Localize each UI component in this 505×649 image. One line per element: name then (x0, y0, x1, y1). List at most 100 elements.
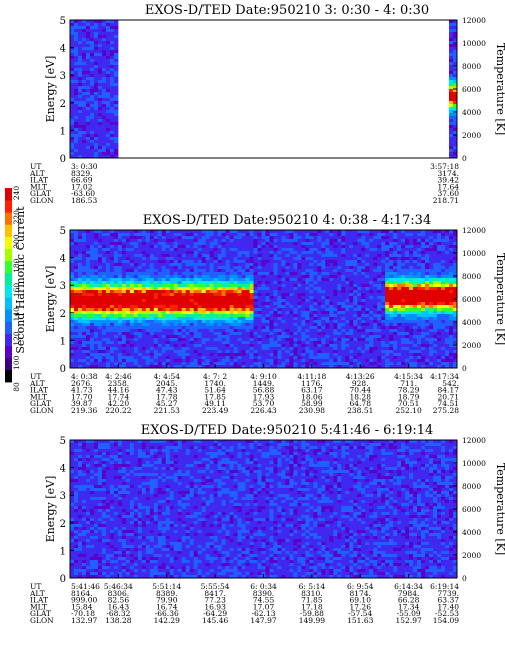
heatmap-cell (189, 302, 195, 306)
heatmap-cell (205, 329, 211, 333)
heatmap-cell (145, 275, 151, 279)
heatmap-cell (373, 359, 378, 363)
heatmap-cell (221, 296, 227, 300)
heatmap-cell (101, 359, 107, 363)
heatmap-cell (337, 323, 342, 327)
heatmap-cell (373, 338, 378, 342)
heatmap-cell (73, 260, 79, 264)
heatmap-cell (217, 287, 223, 291)
heatmap-cell (369, 254, 374, 258)
heatmap-cell (197, 266, 203, 270)
heatmap-cell (70, 365, 75, 369)
heatmap-cell (281, 347, 286, 351)
heatmap-cell (305, 293, 310, 297)
heatmap-cell (133, 269, 139, 273)
heatmap-cell (229, 302, 235, 306)
heatmap-cell (193, 323, 199, 327)
heatmap-cell (89, 104, 95, 108)
heatmap-cell (197, 275, 203, 279)
heatmap-cell (213, 341, 219, 345)
heatmap-cell (381, 341, 386, 345)
heatmap-cell (145, 230, 151, 234)
heatmap-cell (437, 245, 442, 249)
heatmap-cell (105, 35, 111, 39)
heatmap-cell (249, 245, 255, 249)
heatmap-cell (70, 92, 75, 96)
heatmap-cell (70, 242, 75, 246)
heatmap-cell (253, 242, 259, 246)
colorbar-tick-label: 180 (12, 258, 21, 273)
heatmap-cell (169, 314, 175, 318)
heatmap-cell (189, 251, 195, 255)
heatmap-cell (401, 284, 406, 288)
heatmap-cell (105, 92, 111, 96)
heatmap-cell (385, 302, 390, 306)
heatmap-cell (197, 293, 203, 297)
heatmap-cell (193, 320, 199, 324)
heatmap-cell (389, 305, 394, 309)
heatmap-cell (281, 350, 286, 354)
heatmap-cell (337, 314, 342, 318)
heatmap-cell (281, 302, 286, 306)
heatmap-cell (125, 269, 131, 273)
heatmap-cell (185, 293, 191, 297)
heatmap-cell (329, 335, 334, 339)
heatmap-cell (153, 263, 159, 267)
heatmap-cell (241, 281, 247, 285)
heatmap-cell (181, 323, 187, 327)
heatmap-cell (217, 338, 223, 342)
heatmap-cell (233, 260, 239, 264)
heatmap-cell (289, 293, 294, 297)
heatmap-cell (389, 353, 394, 357)
heatmap-cell (429, 323, 434, 327)
heatmap-cell (85, 272, 91, 276)
heatmap-cell (217, 284, 223, 288)
heatmap-cell (157, 284, 163, 288)
heatmap-cell (101, 137, 107, 141)
heatmap-cell (105, 146, 111, 150)
heatmap-cell (125, 344, 131, 348)
heatmap-cell (81, 350, 87, 354)
heatmap-cell (257, 305, 263, 309)
heatmap-cell (365, 332, 370, 336)
heatmap-cell (341, 308, 346, 312)
heatmap-cell (73, 101, 79, 105)
heatmap-cell (201, 263, 207, 267)
heatmap-cell (333, 311, 338, 315)
heatmap-cell (85, 260, 91, 264)
heatmap-cell (73, 95, 79, 99)
heatmap-cell (97, 338, 103, 342)
heatmap-cell (189, 317, 195, 321)
heatmap-cell (453, 146, 458, 150)
heatmap-cell (105, 134, 111, 138)
heatmap-cell (405, 314, 410, 318)
heatmap-cell (289, 242, 294, 246)
heatmap-cell (133, 320, 139, 324)
heatmap-cell (101, 80, 107, 84)
heatmap-cell (425, 293, 430, 297)
heatmap-cell (373, 317, 378, 321)
heatmap-cell (165, 278, 171, 282)
heatmap-cell (109, 53, 115, 57)
heatmap-cell (305, 308, 310, 312)
heatmap-cell (93, 254, 99, 258)
heatmap-cell (221, 326, 227, 330)
heatmap-cell (81, 68, 87, 72)
heatmap-cell (93, 290, 99, 294)
heatmap-cell (185, 269, 191, 273)
heatmap-cell (249, 344, 255, 348)
heatmap-cell (241, 341, 247, 345)
heatmap-cell (225, 239, 231, 243)
heatmap-cell (361, 305, 366, 309)
heatmap-cell (137, 308, 143, 312)
heatmap-cell (297, 233, 302, 237)
heatmap-cell (281, 305, 286, 309)
heatmap-cell (105, 125, 111, 129)
heatmap-cell (297, 254, 302, 258)
heatmap-cell (225, 314, 231, 318)
heatmap-cell (341, 275, 346, 279)
heatmap-cell (329, 332, 334, 336)
heatmap-cell (145, 338, 151, 342)
heatmap-cell (141, 302, 147, 306)
heatmap-cell (217, 233, 223, 237)
